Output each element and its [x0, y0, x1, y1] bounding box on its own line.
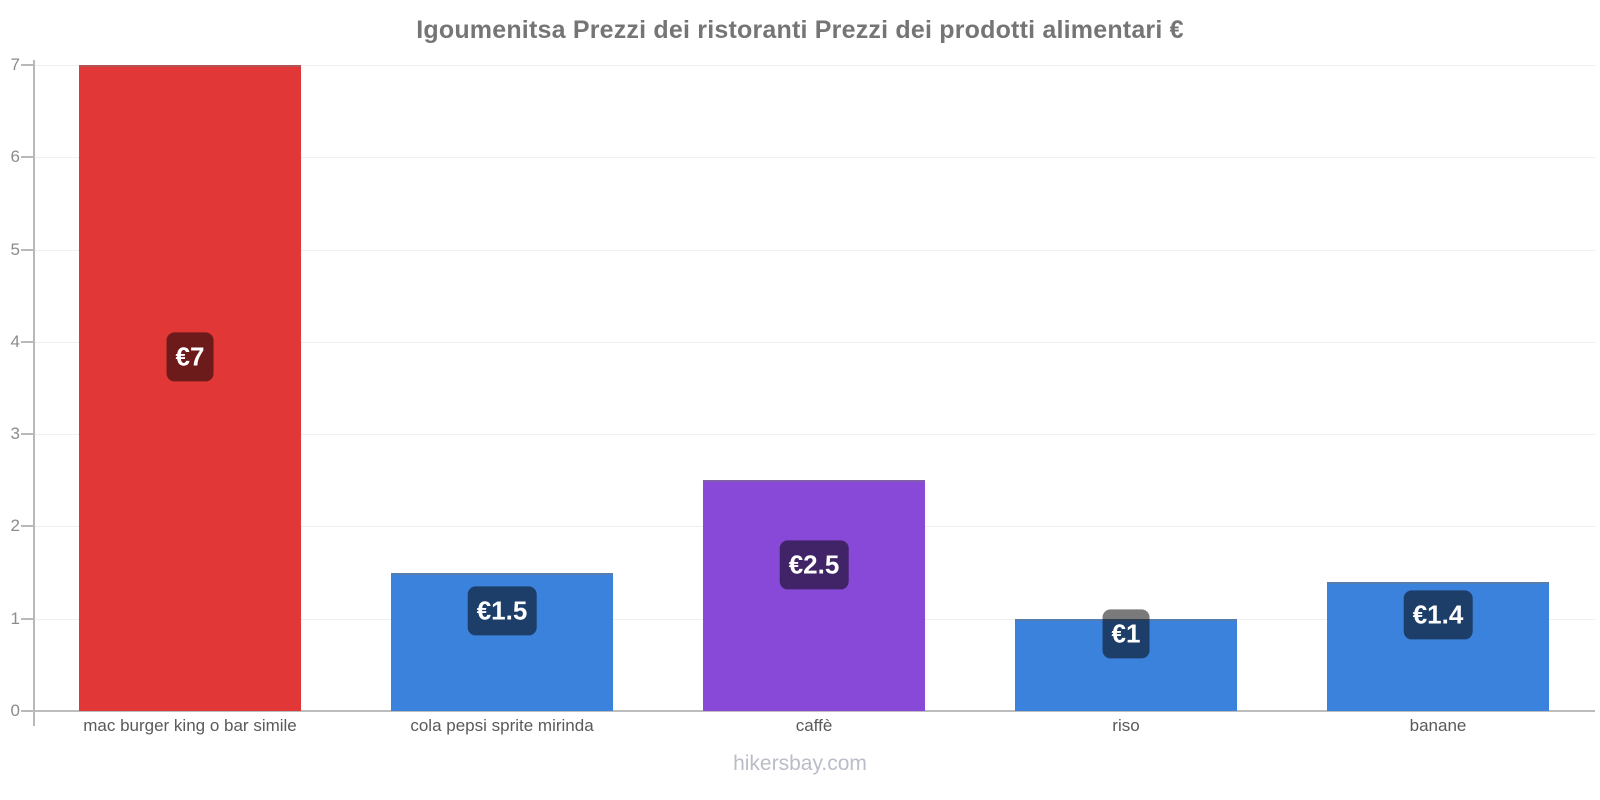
gridline — [35, 342, 1595, 343]
x-category-label: banane — [1409, 716, 1467, 735]
y-tick-label: 2 — [10, 516, 20, 535]
y-tick-label: 5 — [10, 240, 20, 259]
y-tick-label: 1 — [10, 609, 20, 628]
y-axis-tick — [21, 64, 35, 66]
bar-value-badge: €2.5 — [779, 540, 849, 590]
bar-value-badge: €1.4 — [1403, 590, 1473, 640]
bar — [79, 65, 301, 711]
x-category-label: riso — [1112, 716, 1140, 735]
y-axis-line — [33, 60, 35, 726]
y-axis-tick — [21, 156, 35, 158]
y-axis-tick — [21, 433, 35, 435]
gridline — [35, 250, 1595, 251]
x-axis-line — [35, 710, 1595, 712]
bar-value-badge: €1 — [1102, 609, 1150, 659]
watermark-link: hikersbay.com — [733, 752, 867, 775]
x-category-label: cola pepsi sprite mirinda — [410, 716, 594, 735]
chart-title: Igoumenitsa Prezzi dei ristoranti Prezzi… — [416, 16, 1184, 44]
y-axis-tick — [21, 710, 35, 712]
x-category-label: caffè — [795, 716, 833, 735]
y-tick-label: 6 — [10, 147, 20, 166]
y-axis-tick — [21, 341, 35, 343]
y-axis-tick — [21, 618, 35, 620]
gridline — [35, 65, 1595, 66]
y-axis-tick — [21, 525, 35, 527]
gridline — [35, 157, 1595, 158]
bar-value-badge: €1.5 — [467, 586, 537, 636]
y-axis-tick — [21, 249, 35, 251]
y-tick-label: 7 — [10, 55, 20, 74]
gridline — [35, 434, 1595, 435]
x-category-label: mac burger king o bar simile — [83, 716, 297, 735]
y-tick-label: 4 — [10, 332, 20, 351]
bar — [703, 480, 925, 711]
bar-value-badge: €7 — [166, 332, 214, 382]
y-tick-label: 0 — [10, 701, 20, 720]
y-tick-label: 3 — [10, 424, 20, 443]
